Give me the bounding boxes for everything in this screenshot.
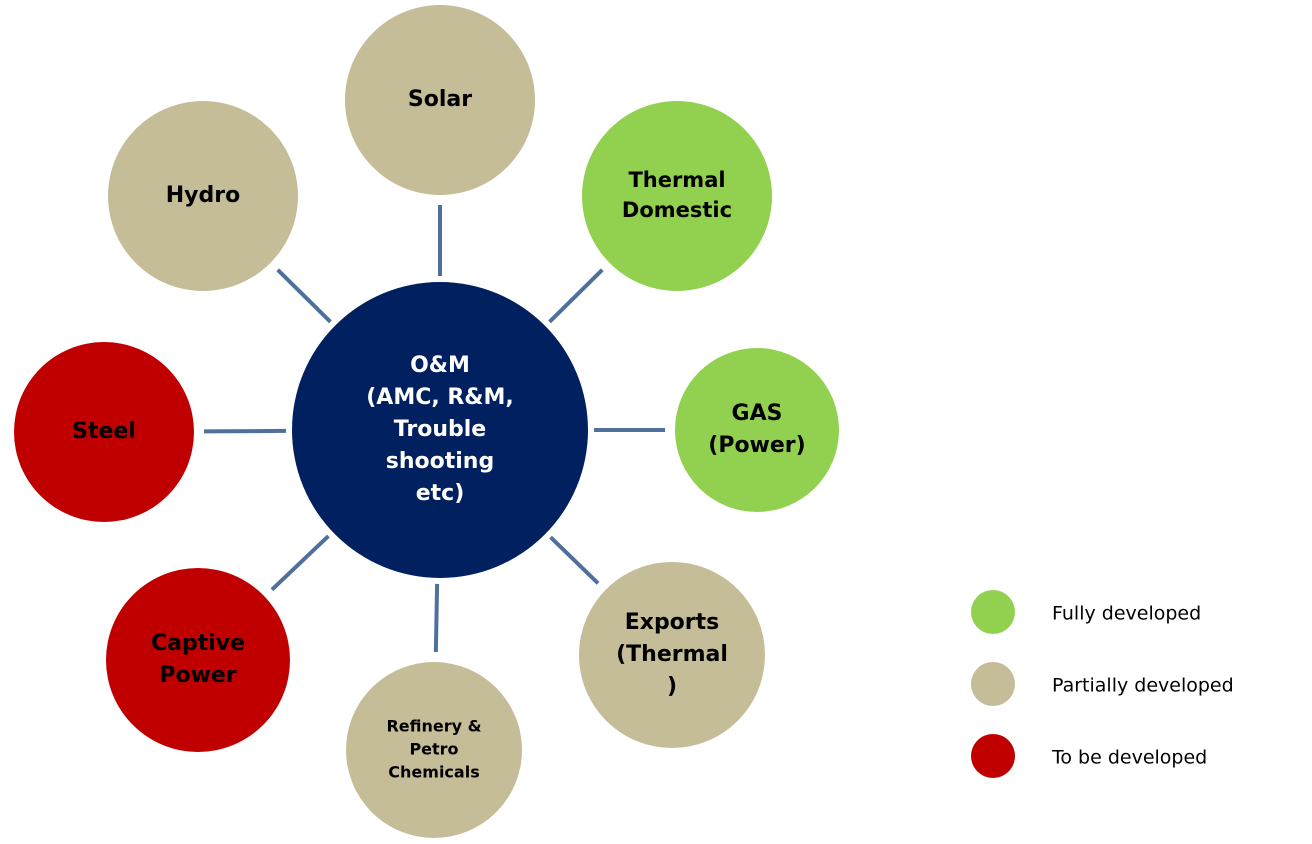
node-label: (Thermal [616,642,728,667]
legend-swatch [971,662,1015,706]
node-label: Exports [625,610,720,635]
node-label: Hydro [166,183,240,208]
spoke [436,584,437,652]
node-label: etc) [416,481,465,506]
spoke [550,270,603,322]
node-label: Solar [408,87,472,112]
node-label: Captive [151,631,245,656]
legend-swatch [971,590,1015,634]
spoke [278,270,331,322]
node-label: ) [667,674,677,699]
node-label: Domestic [622,198,732,222]
legend-label: To be developed [1051,747,1207,769]
node-label: Refinery & [386,716,481,735]
node-label: Thermal [628,168,725,192]
node-label: O&M [410,353,470,378]
node-circle [106,568,290,752]
node-label: Petro [409,740,458,759]
node-circle [582,101,772,291]
node-label: (AMC, R&M, [366,385,514,410]
node-label: Chemicals [388,763,479,782]
node-label: (Power) [708,433,805,458]
node-label: Power [159,663,236,688]
legend-swatch [971,734,1015,778]
legend-label: Partially developed [1052,675,1234,697]
legend-label: Fully developed [1052,603,1201,625]
node-label: Trouble [394,417,486,442]
node-label: shooting [386,449,494,474]
spoke [272,536,328,590]
node-label: Steel [72,419,136,444]
spoke [551,537,599,583]
node-label: GAS [732,401,783,426]
node-circle [675,348,839,512]
